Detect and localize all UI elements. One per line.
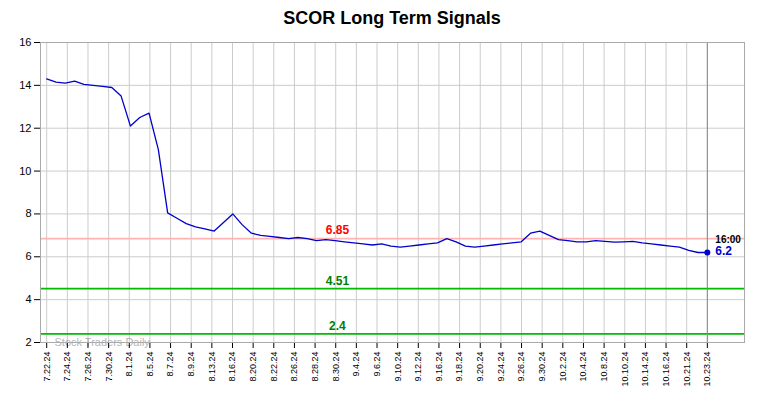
- svg-text:8.26.24: 8.26.24: [289, 352, 299, 382]
- svg-text:6.85: 6.85: [326, 223, 350, 237]
- svg-text:9.10.24: 9.10.24: [393, 352, 403, 382]
- svg-text:10.2.24: 10.2.24: [558, 352, 568, 382]
- svg-text:16:00: 16:00: [715, 234, 741, 245]
- svg-text:9.30.24: 9.30.24: [537, 352, 547, 382]
- svg-text:10.21.24: 10.21.24: [682, 352, 692, 387]
- svg-text:12: 12: [19, 122, 31, 134]
- svg-text:8.1.24: 8.1.24: [124, 352, 134, 377]
- svg-text:9.4.24: 9.4.24: [351, 352, 361, 377]
- svg-text:9.6.24: 9.6.24: [372, 352, 382, 377]
- svg-text:10.16.24: 10.16.24: [661, 352, 671, 387]
- svg-text:10: 10: [19, 165, 31, 177]
- svg-text:7.26.24: 7.26.24: [83, 352, 93, 382]
- svg-text:9.16.24: 9.16.24: [434, 352, 444, 382]
- svg-text:10.8.24: 10.8.24: [599, 352, 609, 382]
- svg-text:Stock Traders Daily: Stock Traders Daily: [54, 336, 150, 349]
- svg-text:9.18.24: 9.18.24: [454, 352, 464, 382]
- svg-text:10.10.24: 10.10.24: [620, 352, 630, 387]
- svg-text:8.20.24: 8.20.24: [248, 352, 258, 382]
- svg-text:10.4.24: 10.4.24: [578, 352, 588, 382]
- html-text:SCOR Long Term Signals: SCOR Long Term Signals: [283, 8, 501, 28]
- svg-text:4: 4: [25, 293, 31, 305]
- svg-text:8: 8: [25, 207, 31, 219]
- svg-text:8.13.24: 8.13.24: [207, 352, 217, 382]
- svg-text:8.9.24: 8.9.24: [186, 352, 196, 377]
- svg-text:10.23.24: 10.23.24: [702, 352, 712, 387]
- svg-text:2: 2: [25, 336, 31, 348]
- svg-text:6.2: 6.2: [715, 244, 732, 258]
- svg-text:8.5.24: 8.5.24: [145, 352, 155, 377]
- svg-text:9.26.24: 9.26.24: [516, 352, 526, 382]
- svg-text:9.12.24: 9.12.24: [413, 352, 423, 382]
- svg-text:9.24.24: 9.24.24: [496, 352, 506, 382]
- svg-text:8.16.24: 8.16.24: [227, 352, 237, 382]
- svg-text:2.4: 2.4: [329, 319, 346, 333]
- svg-text:8.7.24: 8.7.24: [165, 352, 175, 377]
- svg-text:8.30.24: 8.30.24: [331, 352, 341, 382]
- svg-text:7.24.24: 7.24.24: [62, 352, 72, 382]
- svg-text:4.51: 4.51: [326, 274, 350, 288]
- svg-text:8.28.24: 8.28.24: [310, 352, 320, 382]
- svg-text:7.30.24: 7.30.24: [104, 352, 114, 382]
- svg-text:10.14.24: 10.14.24: [640, 352, 650, 387]
- svg-text:8.22.24: 8.22.24: [269, 352, 279, 382]
- svg-text:7.22.24: 7.22.24: [42, 352, 52, 382]
- svg-text:16: 16: [19, 36, 31, 48]
- svg-text:6: 6: [25, 250, 31, 262]
- svg-text:9.20.24: 9.20.24: [475, 352, 485, 382]
- svg-text:14: 14: [19, 79, 31, 91]
